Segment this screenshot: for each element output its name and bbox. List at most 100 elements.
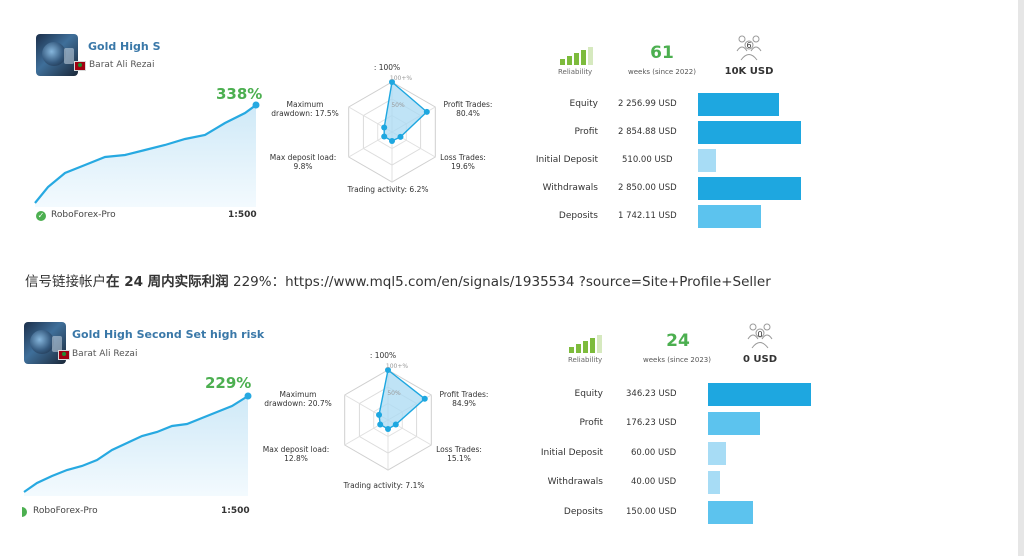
radar-points bbox=[381, 79, 430, 144]
check-icon bbox=[22, 507, 27, 517]
subscriptions-value: 0 USD bbox=[742, 354, 778, 365]
radar-ring-50-label: 50% bbox=[387, 390, 401, 397]
growth-area bbox=[24, 396, 248, 496]
radar-point bbox=[381, 124, 388, 131]
weeks-label: weeks (since 2023) bbox=[643, 356, 711, 364]
subscribers-icon bbox=[736, 35, 762, 61]
radar-label-loss-trades: Loss Trades: 19.6% bbox=[440, 153, 486, 171]
reliability-icon bbox=[560, 47, 593, 65]
fin-value-profit: 176.23 USD bbox=[626, 418, 677, 428]
subscriptions-value: 10K USD bbox=[724, 66, 774, 77]
fin-bar-profit bbox=[708, 412, 760, 435]
fin-label-equity: Equity bbox=[574, 389, 603, 399]
check-icon: ✓ bbox=[36, 211, 46, 221]
fin-value-withdrawals: 40.00 USD bbox=[631, 477, 677, 487]
radar-point bbox=[421, 395, 428, 402]
link-text-url[interactable]: 229%：https://www.mql5.com/en/signals/193… bbox=[228, 274, 771, 290]
radar-chart bbox=[348, 79, 436, 183]
radar-label-trading-activity: Trading activity: 6.2% bbox=[347, 185, 429, 194]
fin-label-deposits: Deposits bbox=[558, 211, 598, 221]
link-text-prefix: 信号链接帐户 bbox=[25, 274, 106, 290]
fin-label-initial-deposit: Initial Deposit bbox=[540, 448, 603, 458]
fin-bar-equity bbox=[698, 93, 779, 116]
growth-chart bbox=[23, 392, 252, 496]
signal-author[interactable]: Barat Ali Rezai bbox=[89, 60, 155, 70]
leverage-value: 1:500 bbox=[228, 210, 257, 220]
radar-ring-100-label: 100+% bbox=[385, 363, 409, 370]
growth-endpoint bbox=[252, 101, 260, 109]
fin-bar-equity bbox=[708, 383, 811, 406]
growth-endpoint bbox=[244, 392, 252, 400]
radar-label-profit-trades: Profit Trades: 84.9% bbox=[439, 390, 489, 408]
signal-name[interactable]: Gold High Second Set high risk bbox=[72, 328, 265, 341]
radar-ring-100-label: 100+% bbox=[389, 75, 413, 82]
growth-chart bbox=[34, 101, 260, 207]
growth-line bbox=[23, 395, 249, 493]
flag-icon bbox=[74, 61, 86, 71]
radar-point bbox=[389, 138, 395, 144]
radar-label-max-deposit-load: Max deposit load: 12.8% bbox=[262, 445, 330, 463]
leverage-value: 1:500 bbox=[221, 506, 250, 516]
fin-value-initial-deposit: 510.00 USD bbox=[622, 155, 673, 165]
subscribers-count: 0 bbox=[757, 330, 763, 339]
fin-label-equity: Equity bbox=[569, 99, 598, 109]
fin-bar-withdrawals bbox=[698, 177, 801, 200]
reliability-label: Reliability bbox=[558, 68, 593, 76]
broker-name[interactable]: RoboForex-Pro bbox=[33, 506, 98, 516]
fin-label-initial-deposit: Initial Deposit bbox=[535, 155, 598, 165]
fin-value-initial-deposit: 60.00 USD bbox=[631, 448, 677, 458]
radar-label-top: : 100% bbox=[369, 351, 397, 360]
fin-label-profit: Profit bbox=[579, 418, 603, 428]
fin-value-deposits: 1 742.11 USD bbox=[618, 211, 677, 221]
radar-label-loss-trades: Loss Trades: 15.1% bbox=[436, 445, 482, 463]
fin-bar-withdrawals bbox=[708, 471, 720, 494]
link-text-bold: 在 24 周内实际利润 bbox=[106, 274, 229, 290]
fin-bar-deposits bbox=[698, 205, 761, 228]
fin-label-withdrawals: Withdrawals bbox=[542, 183, 598, 193]
fin-label-deposits: Deposits bbox=[563, 507, 603, 517]
radar-chart bbox=[344, 367, 432, 471]
radar-point bbox=[385, 426, 391, 432]
fin-label-withdrawals: Withdrawals bbox=[547, 477, 603, 487]
radar-point bbox=[397, 133, 404, 140]
subscribers-icon bbox=[747, 323, 773, 349]
radar-ring-50-label: 50% bbox=[391, 102, 405, 109]
fin-value-deposits: 150.00 USD bbox=[626, 507, 677, 517]
growth-line bbox=[34, 104, 257, 204]
growth-value: 229% bbox=[205, 374, 252, 392]
weeks-count: 61 bbox=[650, 43, 674, 63]
growth-value: 338% bbox=[216, 85, 263, 103]
radar-label-trading-activity: Trading activity: 7.1% bbox=[343, 481, 425, 490]
signal-card-1[interactable]: Gold High S Barat Ali Rezai 338% ✓ RoboF… bbox=[0, 0, 1024, 260]
fin-value-withdrawals: 2 850.00 USD bbox=[618, 183, 677, 193]
fin-bar-initial-deposit bbox=[698, 149, 716, 172]
radar-label-max-drawdown: Maximum drawdown: 20.7% bbox=[264, 390, 332, 408]
fin-bar-deposits bbox=[708, 501, 753, 524]
subscribers-count: 6 bbox=[746, 41, 752, 50]
weeks-label: weeks (since 2022) bbox=[628, 68, 696, 76]
radar-point bbox=[423, 108, 430, 115]
radar-point bbox=[377, 421, 384, 428]
weeks-count: 24 bbox=[666, 331, 690, 351]
right-border bbox=[1018, 0, 1024, 556]
signal-name[interactable]: Gold High S bbox=[88, 40, 161, 53]
signal-author[interactable]: Barat Ali Rezai bbox=[72, 349, 138, 359]
radar-point bbox=[385, 367, 391, 373]
radar-points bbox=[376, 367, 428, 432]
radar-label-max-deposit-load: Max deposit load: 9.8% bbox=[269, 153, 337, 171]
fin-label-profit: Profit bbox=[574, 127, 598, 137]
fin-value-equity: 2 256.99 USD bbox=[618, 99, 677, 109]
radar-label-max-drawdown: Maximum drawdown: 17.5% bbox=[271, 100, 339, 118]
radar-point bbox=[381, 133, 388, 140]
broker-name[interactable]: RoboForex-Pro bbox=[51, 210, 116, 220]
signal-link-text[interactable]: 信号链接帐户在 24 周内实际利润 229%：https://www.mql5.… bbox=[25, 270, 771, 290]
fin-bar-profit bbox=[698, 121, 801, 144]
reliability-label: Reliability bbox=[568, 356, 603, 364]
signal-card-2[interactable]: Gold High Second Set high risk Barat Ali… bbox=[0, 288, 1024, 548]
radar-label-profit-trades: Profit Trades: 80.4% bbox=[443, 100, 493, 118]
radar-point bbox=[376, 411, 383, 418]
fin-bar-initial-deposit bbox=[708, 442, 726, 465]
radar-point bbox=[392, 421, 399, 428]
signal-avatar[interactable] bbox=[36, 34, 78, 76]
fin-value-profit: 2 854.88 USD bbox=[618, 127, 677, 137]
